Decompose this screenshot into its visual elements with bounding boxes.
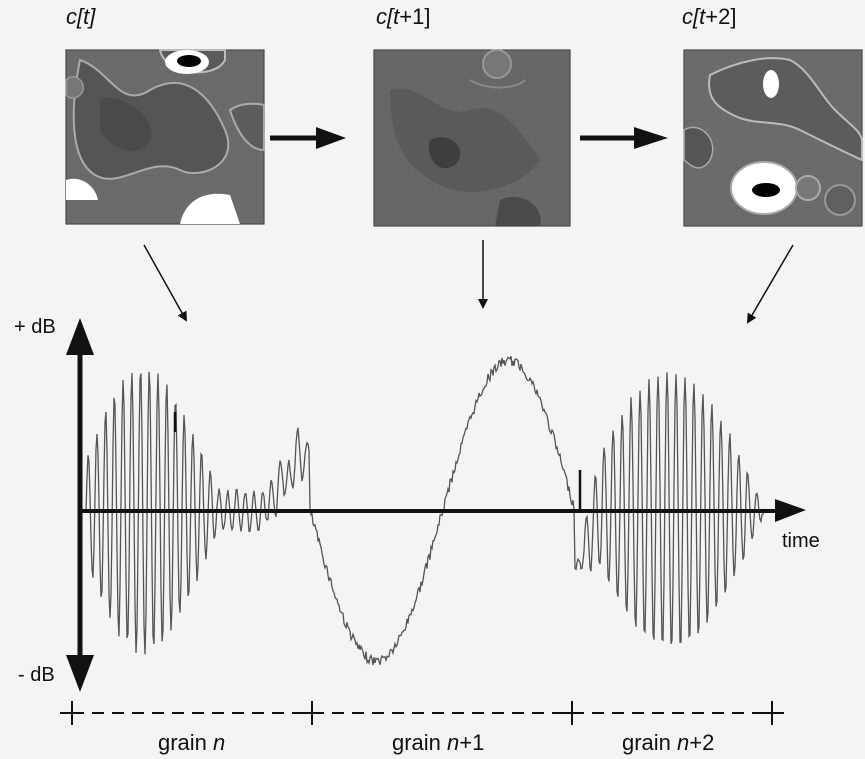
state-label-suffix: +1]	[399, 4, 431, 29]
state-label-t: c[t]	[66, 4, 95, 30]
state-label-prefix: c[	[66, 4, 84, 29]
grain-label-var: n	[677, 730, 690, 755]
y-axis-top-label: + dB	[14, 316, 56, 338]
state-transition-arrow-1	[270, 127, 346, 149]
grain-label-prefix: grain	[392, 730, 448, 755]
state-to-grain-arrow-3	[746, 244, 794, 324]
state-label-t-plus-2: c[t+2]	[682, 4, 736, 30]
grain-label-prefix: grain	[622, 730, 678, 755]
automaton-state-image-t	[65, 49, 265, 225]
state-label-var: t	[699, 4, 706, 29]
state-label-prefix: c[	[376, 4, 394, 29]
grain-label-n-plus-2: grain n+2	[622, 730, 714, 756]
audio-waveform	[85, 355, 766, 666]
state-label-var: t	[393, 4, 400, 29]
state-transition-arrow-2	[580, 127, 668, 149]
grain-label-var: n	[213, 730, 226, 755]
grain-label-var: n	[447, 730, 460, 755]
grain-label-n: grain n	[158, 730, 225, 756]
automaton-state-image-t-plus-2	[683, 49, 863, 227]
grain-label-suffix: +2	[689, 730, 715, 755]
x-axis-label: time	[782, 530, 820, 552]
state-label-suffix: +2]	[705, 4, 737, 29]
state-label-prefix: c[	[682, 4, 700, 29]
time-axis	[80, 499, 806, 522]
grain-label-prefix: grain	[158, 730, 214, 755]
state-to-grain-arrow-1	[143, 244, 187, 322]
automaton-state-image-t-plus-1	[373, 49, 571, 227]
grain-label-suffix: +1	[459, 730, 485, 755]
grain-timeline	[60, 701, 784, 725]
y-axis-bottom-label: - dB	[18, 664, 55, 686]
state-label-var: t	[83, 4, 90, 29]
state-label-t-plus-1: c[t+1]	[376, 4, 430, 30]
grain-label-n-plus-1: grain n+1	[392, 730, 484, 756]
state-label-suffix: ]	[89, 4, 96, 29]
db-axis	[66, 318, 94, 692]
